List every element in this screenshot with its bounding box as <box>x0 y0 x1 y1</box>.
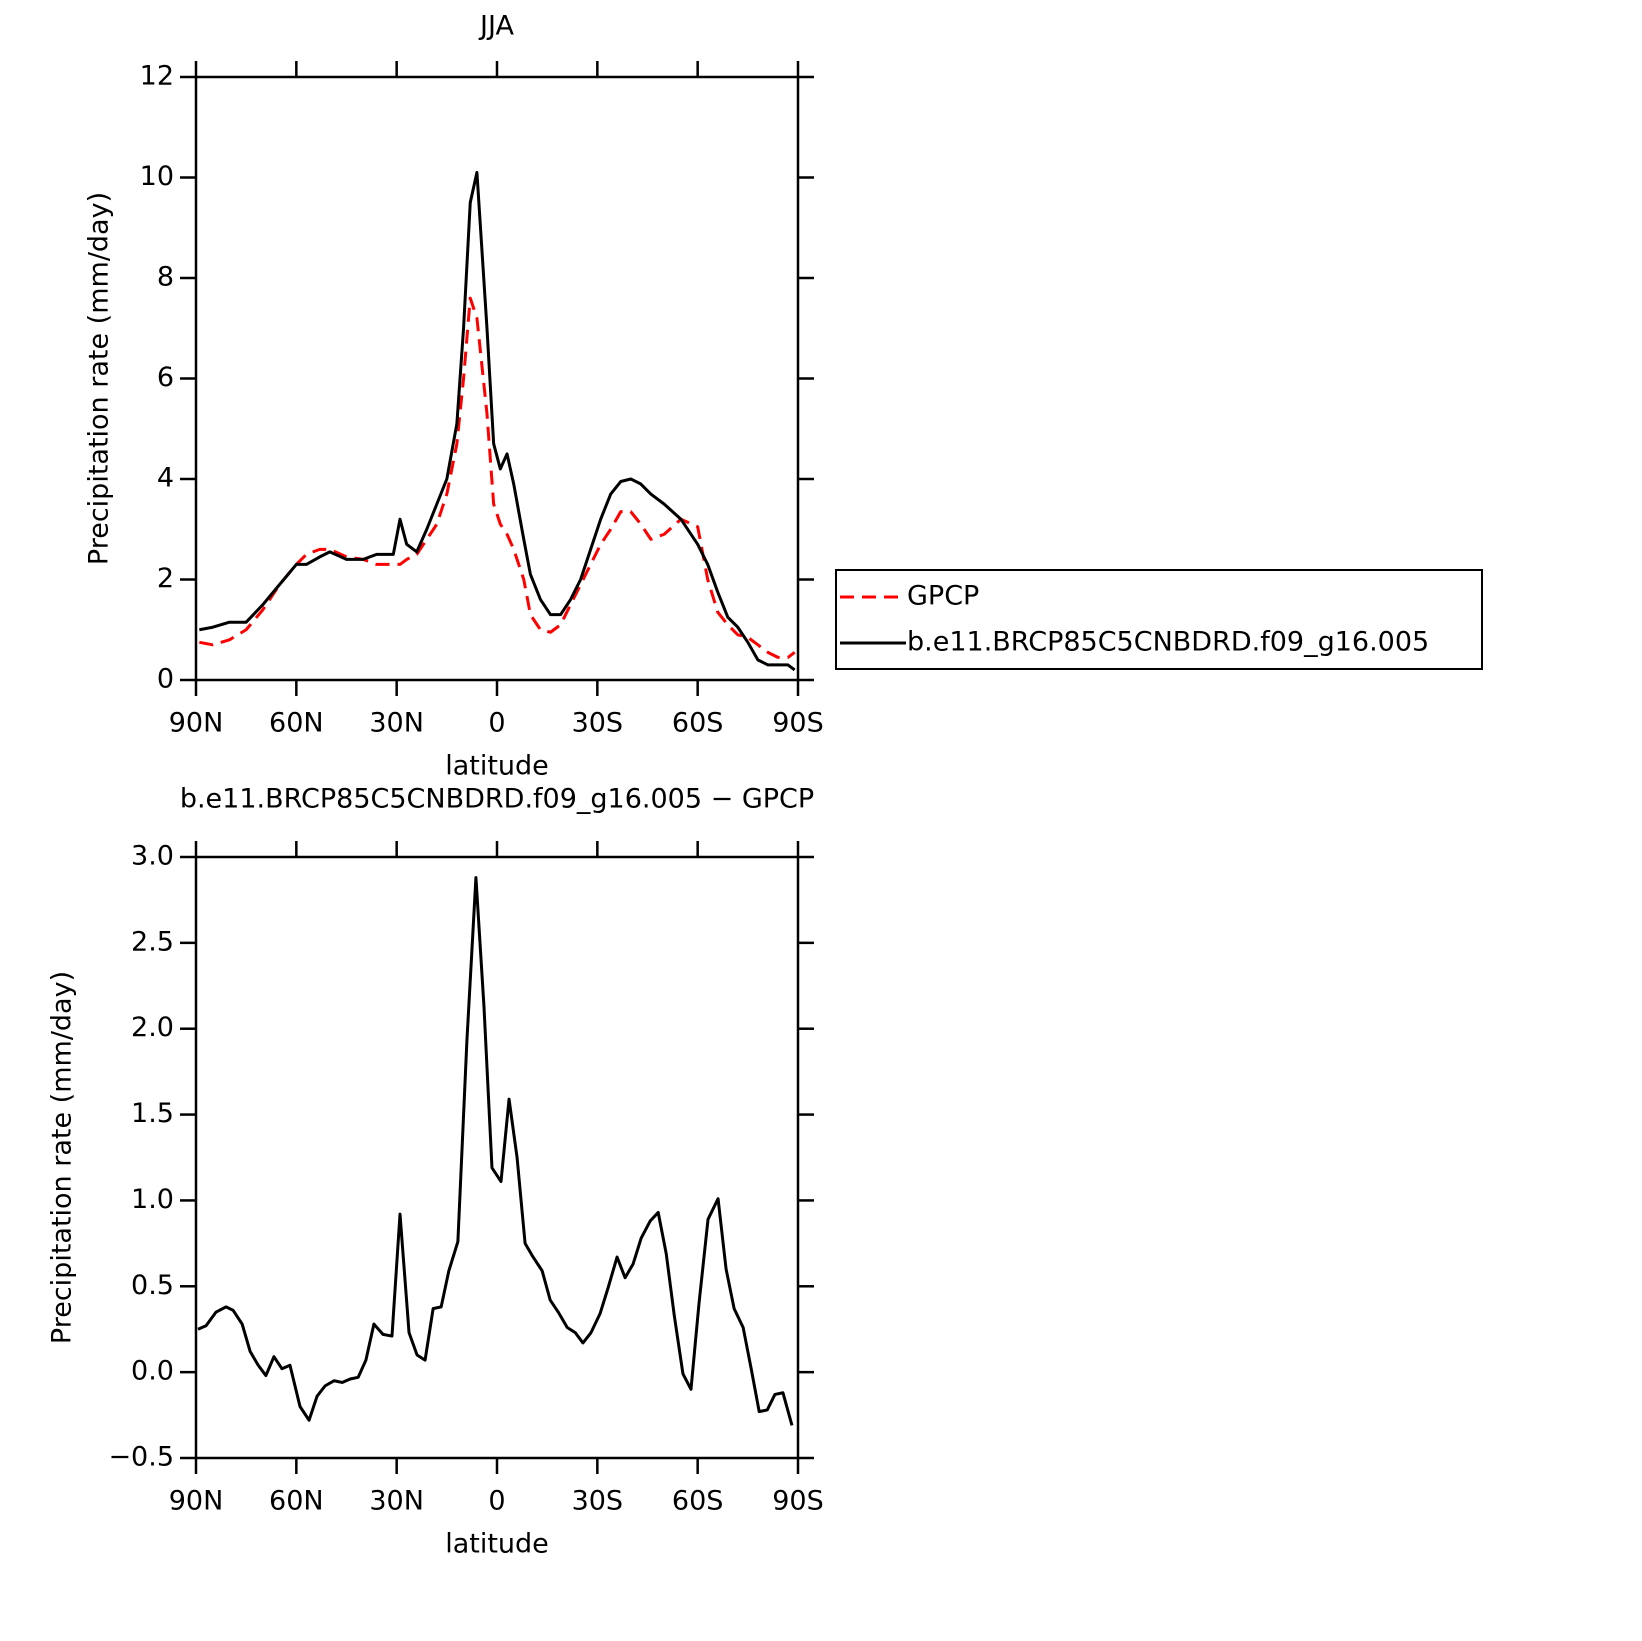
y-tick-label: 8 <box>157 262 174 293</box>
y-tick-label: −0.5 <box>108 1442 174 1473</box>
y-tick-label: 2.0 <box>131 1012 174 1043</box>
x-tick-label: 60N <box>269 708 324 739</box>
y-tick-label: 2.5 <box>131 926 174 957</box>
legend-label: b.e11.BRCP85C5CNBDRD.f09_g16.005 <box>907 627 1429 658</box>
chart-title: b.e11.BRCP85C5CNBDRD.f09_g16.005 − GPCP <box>180 784 814 815</box>
x-tick-label: 30S <box>572 708 624 739</box>
y-tick-label: 4 <box>157 463 174 494</box>
x-axis-label: latitude <box>445 751 549 782</box>
x-tick-label: 60S <box>672 1486 724 1517</box>
legend-box <box>835 569 1483 670</box>
data-line <box>197 876 794 1426</box>
x-tick-label: 0 <box>488 708 505 739</box>
x-tick-label: 90N <box>169 1486 224 1517</box>
plot-frame <box>194 855 800 1460</box>
x-tick-label: 90S <box>772 1486 824 1517</box>
y-tick-label: 3.0 <box>131 841 174 872</box>
x-tick-label: 0 <box>488 1486 505 1517</box>
y-tick-label: 0.0 <box>131 1356 174 1387</box>
y-tick-label: 6 <box>157 362 174 393</box>
x-tick-label: 60N <box>269 1486 324 1517</box>
y-tick-label: 0.5 <box>131 1270 174 1301</box>
data-line <box>199 296 796 659</box>
plot-frame <box>194 75 800 682</box>
data-line <box>199 170 796 672</box>
y-tick-label: 10 <box>140 161 174 192</box>
x-tick-label: 30N <box>369 708 424 739</box>
y-tick-label: 0 <box>157 664 174 695</box>
y-tick-label: 1.0 <box>131 1184 174 1215</box>
y-axis-label: Precipitation rate (mm/day) <box>47 971 78 1344</box>
y-tick-label: 1.5 <box>131 1098 174 1129</box>
x-axis-label: latitude <box>445 1529 549 1560</box>
y-tick-label: 2 <box>157 563 174 594</box>
y-axis-label: Precipitation rate (mm/day) <box>84 192 115 565</box>
x-tick-label: 60S <box>672 708 724 739</box>
x-tick-label: 90S <box>772 708 824 739</box>
x-tick-label: 30S <box>572 1486 624 1517</box>
legend-label: GPCP <box>907 581 979 612</box>
y-tick-label: 12 <box>140 61 174 92</box>
chart-title: JJA <box>478 11 514 42</box>
x-tick-label: 30N <box>369 1486 424 1517</box>
x-tick-label: 90N <box>169 708 224 739</box>
